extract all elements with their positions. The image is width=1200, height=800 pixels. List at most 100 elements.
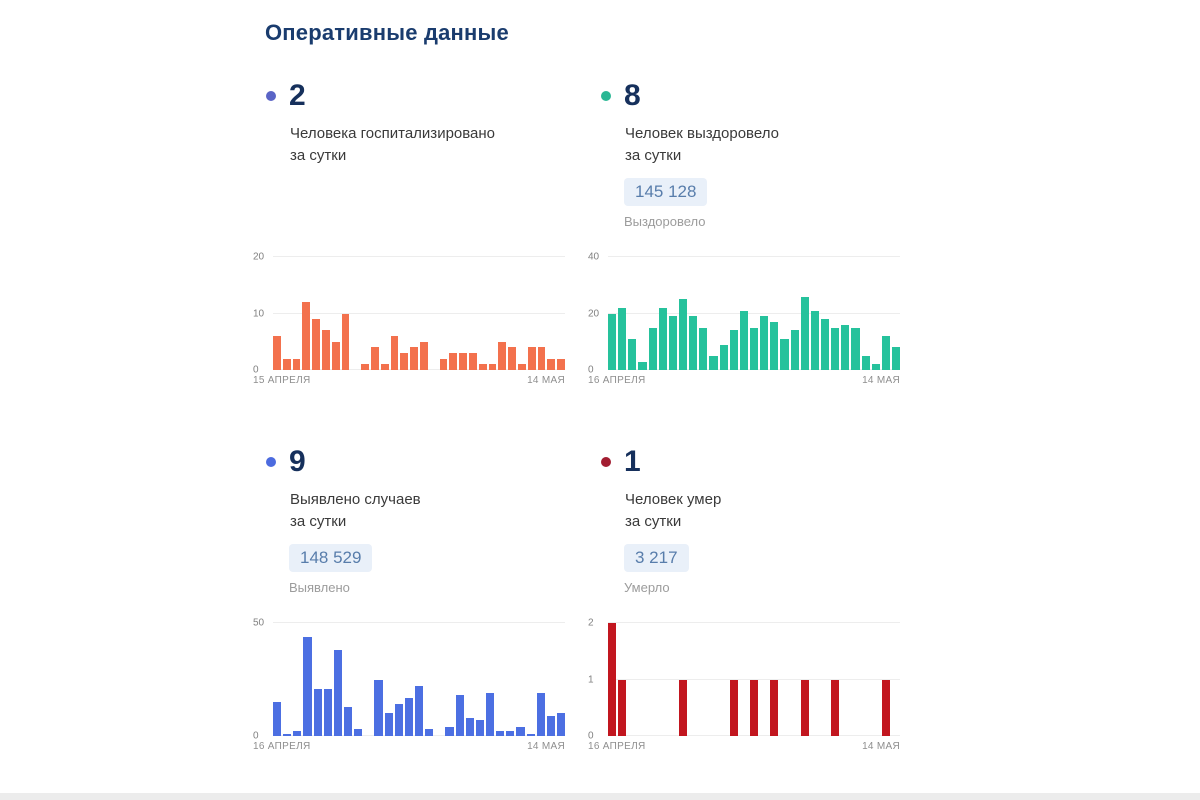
chart-bar[interactable] <box>749 679 759 736</box>
chart-bar[interactable] <box>508 347 516 370</box>
chart-bar[interactable] <box>343 706 353 736</box>
chart-bar[interactable] <box>506 731 515 736</box>
chart-bar[interactable] <box>739 310 748 370</box>
chart-bar[interactable] <box>760 316 769 370</box>
chart-bar[interactable] <box>410 347 418 370</box>
chart-bar[interactable] <box>425 729 434 736</box>
chart-bar[interactable] <box>729 330 738 370</box>
chart-bar[interactable] <box>468 353 477 370</box>
chart-bar[interactable] <box>354 729 363 736</box>
chart-bar[interactable] <box>273 336 281 370</box>
chart-bar[interactable] <box>891 347 901 370</box>
bullet-dot-icon <box>266 91 276 101</box>
chart-bar[interactable] <box>478 364 487 370</box>
chart-bar[interactable] <box>404 697 413 736</box>
chart-bar[interactable] <box>557 358 565 370</box>
chart-bar[interactable] <box>729 679 738 736</box>
chart-bar[interactable] <box>341 313 350 370</box>
chart-bar[interactable] <box>323 688 332 736</box>
chart-bar[interactable] <box>331 341 340 370</box>
chart-bar[interactable] <box>547 358 556 370</box>
chart-bar[interactable] <box>516 726 525 736</box>
chart-bar[interactable] <box>608 313 617 370</box>
chart-bar[interactable] <box>400 353 409 370</box>
chart-bar[interactable] <box>380 364 389 370</box>
chart-bar[interactable] <box>384 713 393 736</box>
chart-bar[interactable] <box>841 324 850 370</box>
chart-bar[interactable] <box>488 364 497 370</box>
chart-bar[interactable] <box>445 726 454 736</box>
chart-bar[interactable] <box>370 347 379 370</box>
chart-bar[interactable] <box>313 688 322 736</box>
chart-bar[interactable] <box>831 327 840 370</box>
chart-bar[interactable] <box>678 679 688 736</box>
chart-bar[interactable] <box>526 733 535 736</box>
chart-bar[interactable] <box>780 338 789 370</box>
chart-bar[interactable] <box>465 717 474 736</box>
chart-bar[interactable] <box>719 344 728 370</box>
chart-bar[interactable] <box>800 296 809 370</box>
chart-bar[interactable] <box>498 341 507 370</box>
chart-bar[interactable] <box>449 353 458 370</box>
chart-bar[interactable] <box>618 679 627 736</box>
chart-bar[interactable] <box>439 358 448 370</box>
chart-bar[interactable] <box>689 316 698 370</box>
chart-bar[interactable] <box>414 686 424 736</box>
chart-bar[interactable] <box>496 731 505 736</box>
chart-bar[interactable] <box>537 347 546 370</box>
chart-bar[interactable] <box>699 327 708 370</box>
chart-bar[interactable] <box>668 316 677 370</box>
chart-bar[interactable] <box>292 358 301 370</box>
bar-slot <box>872 623 880 736</box>
bar-slot <box>862 623 870 736</box>
bar-slot <box>527 257 536 370</box>
chart-bar[interactable] <box>678 299 688 370</box>
chart-bar[interactable] <box>293 731 302 736</box>
chart-bar[interactable] <box>628 338 637 370</box>
chart-bar[interactable] <box>303 636 312 736</box>
chart-bar[interactable] <box>810 310 819 370</box>
chart-bar[interactable] <box>527 347 536 370</box>
chart-bar[interactable] <box>770 679 779 736</box>
chart-bar[interactable] <box>648 327 657 370</box>
chart-bar[interactable] <box>709 355 718 370</box>
chart-bar[interactable] <box>475 720 484 736</box>
chart-bar[interactable] <box>861 355 870 370</box>
chart-bar[interactable] <box>333 650 342 736</box>
chart-bar[interactable] <box>485 693 495 736</box>
chart-bar[interactable] <box>638 361 647 370</box>
chart-bar[interactable] <box>419 341 428 370</box>
chart-bar[interactable] <box>658 307 667 370</box>
chart-bar[interactable] <box>302 302 311 370</box>
chart-bar[interactable] <box>871 364 880 370</box>
chart-bar[interactable] <box>770 321 779 370</box>
chart-bar[interactable] <box>536 693 545 736</box>
chart-bar[interactable] <box>618 307 627 370</box>
chart-bar[interactable] <box>831 679 840 736</box>
chart-bar[interactable] <box>455 695 464 736</box>
chart-bar[interactable] <box>546 715 555 736</box>
chart-bar[interactable] <box>283 733 292 736</box>
chart-bar[interactable] <box>459 353 467 370</box>
gridline <box>273 369 565 370</box>
chart-bar[interactable] <box>361 364 369 370</box>
bar-slot <box>313 623 322 736</box>
chart-bar[interactable] <box>800 679 809 736</box>
chart-bar[interactable] <box>556 713 566 736</box>
bullet-dot-icon <box>601 91 611 101</box>
chart-bar[interactable] <box>374 679 383 736</box>
chart-bar[interactable] <box>394 704 403 736</box>
chart-bar[interactable] <box>312 319 320 370</box>
chart-bar[interactable] <box>820 319 830 370</box>
chart-bar[interactable] <box>608 623 617 736</box>
chart-bar[interactable] <box>321 330 330 370</box>
chart-bar[interactable] <box>881 679 890 736</box>
chart-bar[interactable] <box>749 327 759 370</box>
chart-bar[interactable] <box>517 364 526 370</box>
chart-bar[interactable] <box>851 327 860 370</box>
chart-bar[interactable] <box>881 336 890 370</box>
chart-bar[interactable] <box>790 330 799 370</box>
chart-bar[interactable] <box>273 702 282 736</box>
chart-bar[interactable] <box>282 358 291 370</box>
chart-bar[interactable] <box>390 336 399 370</box>
